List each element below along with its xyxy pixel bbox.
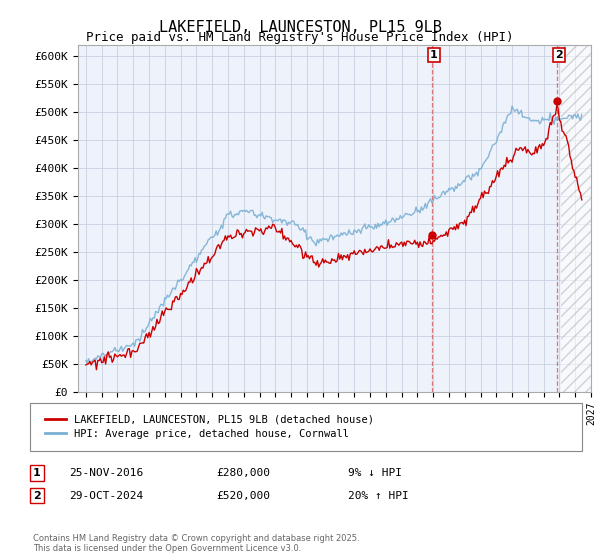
Bar	[560, 45, 591, 392]
Text: 29-OCT-2024: 29-OCT-2024	[69, 491, 143, 501]
Text: Contains HM Land Registry data © Crown copyright and database right 2025.
This d: Contains HM Land Registry data © Crown c…	[33, 534, 359, 553]
FancyBboxPatch shape	[30, 403, 582, 451]
Text: £280,000: £280,000	[216, 468, 270, 478]
Text: 1: 1	[430, 49, 438, 59]
Text: 2: 2	[33, 491, 41, 501]
Text: Price paid vs. HM Land Registry's House Price Index (HPI): Price paid vs. HM Land Registry's House …	[86, 31, 514, 44]
Text: LAKEFIELD, LAUNCESTON, PL15 9LB: LAKEFIELD, LAUNCESTON, PL15 9LB	[158, 20, 442, 35]
Legend: LAKEFIELD, LAUNCESTON, PL15 9LB (detached house), HPI: Average price, detached h: LAKEFIELD, LAUNCESTON, PL15 9LB (detache…	[41, 410, 378, 444]
Text: £520,000: £520,000	[216, 491, 270, 501]
Text: 2: 2	[555, 49, 563, 59]
Text: 1: 1	[33, 468, 41, 478]
Text: 20% ↑ HPI: 20% ↑ HPI	[348, 491, 409, 501]
Text: 25-NOV-2016: 25-NOV-2016	[69, 468, 143, 478]
Text: 9% ↓ HPI: 9% ↓ HPI	[348, 468, 402, 478]
Bar	[560, 45, 591, 392]
